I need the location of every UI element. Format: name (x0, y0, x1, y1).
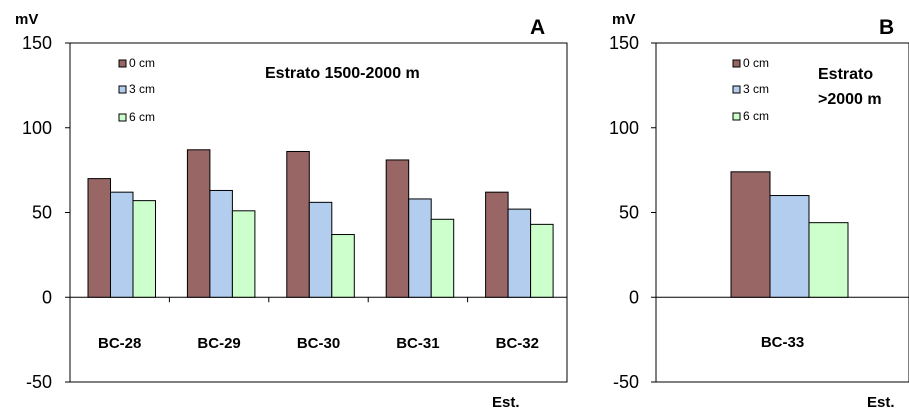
panel-a-annotation: Estrato 1500-2000 m (265, 65, 420, 82)
panel-b-legend-label: 6 cm (743, 109, 769, 123)
panel-a-bar (308, 201, 333, 298)
panel-a-legend-swatch (118, 59, 127, 68)
panel-a-bar (231, 210, 256, 298)
panel-b-bar (808, 222, 849, 298)
panel-a-panel-letter: A (530, 16, 545, 39)
panel-a-bar (385, 159, 410, 298)
panel-a-legend-swatch (118, 113, 127, 122)
panel-a-bar (331, 234, 355, 298)
panel-a-bar (507, 208, 532, 298)
panel-a-bar (430, 218, 455, 298)
panel-a-bar (286, 150, 310, 298)
panel-b-legend-swatch (732, 59, 741, 68)
panel-a-legend-label: 0 cm (129, 56, 155, 70)
panel-b-y-tick-label: -50 (613, 372, 639, 392)
panel-a-y-unit-label: mV (15, 11, 38, 28)
panel-a-y-tick-label: 0 (42, 287, 52, 307)
panel-b-panel-letter: B (879, 16, 894, 39)
panel-a-legend-label: 3 cm (129, 82, 155, 96)
panel-a-category-label: BC-29 (197, 335, 240, 352)
panel-b-y-tick-label: 0 (629, 287, 639, 307)
panel-a-y-tick-label: 50 (32, 203, 52, 223)
panel-b-bar (769, 195, 810, 298)
panel-a-y-tick-label: -50 (26, 372, 52, 392)
panel-a-legend-swatch (118, 85, 127, 94)
panel-b-bar (730, 171, 771, 298)
panel-b-y-tick-label: 50 (619, 203, 639, 223)
panel-a-category-label: BC-30 (297, 335, 340, 352)
panel-b-category-label: BC-33 (761, 334, 804, 351)
panel-a-bar (485, 191, 509, 298)
panel-b-legend-label: 3 cm (743, 82, 769, 96)
panel-a-bar (530, 223, 554, 298)
panel-a-category-label: BC-28 (98, 335, 141, 352)
panel-b-y-tick-label: 150 (609, 33, 639, 53)
panel-b-annotation: >2000 m (818, 91, 882, 108)
panel-a-x-axis-label: Est. (492, 394, 520, 409)
panel-a-bar (209, 189, 233, 298)
panel-b-x-axis-label: Est. (867, 394, 895, 409)
panel-b-legend-swatch (732, 112, 741, 121)
panel-a-category-label: BC-31 (396, 335, 439, 352)
panel-a-y-tick-label: 150 (22, 33, 52, 53)
panel-a-bar (408, 198, 432, 298)
panel-b-legend-swatch (732, 85, 741, 94)
panel-a-legend-label: 6 cm (129, 110, 155, 124)
panel-b-annotation: Estrato (818, 66, 873, 83)
panel-a-y-tick-label: 100 (22, 118, 52, 138)
panel-b-legend-label: 0 cm (743, 56, 769, 70)
panel-a-category-label: BC-32 (496, 335, 539, 352)
panel-b-y-tick-label: 100 (609, 118, 639, 138)
panel-a-bar (110, 191, 134, 298)
panel-a-bar (132, 200, 156, 298)
panel-b-y-unit-label: mV (612, 11, 635, 28)
panel-a-bar (87, 178, 111, 298)
panel-a-bar (186, 149, 211, 298)
